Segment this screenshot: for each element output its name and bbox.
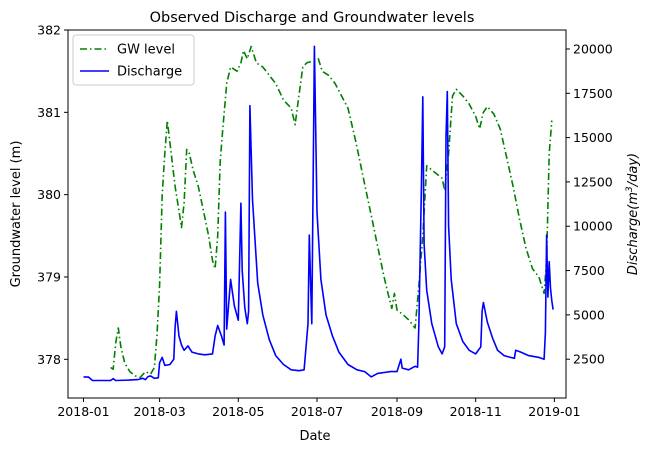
x-tick-label: 2018-11 [450,404,502,419]
x-tick-label: 2018-07 [291,404,343,419]
chart-title: Observed Discharge and Groundwater level… [150,10,475,26]
right-y-axis-label-prefix: Discharge(m [626,192,641,275]
x-tick-label: 2018-09 [371,404,423,419]
left-y-tick-label: 378 [37,352,61,367]
left-y-tick-label: 380 [37,187,61,202]
right-y-axis-label: Discharge(m3/day) [625,153,641,275]
x-axis-label: Date [299,429,330,444]
left-y-axis-ticks: 378 379 380 381 382 [37,23,68,367]
gw-level-line [110,45,553,379]
x-tick-label: 2018-05 [212,404,264,419]
x-axis-ticks: 2018-01 2018-03 2018-05 2018-07 2018-09 2018-… [57,398,581,419]
right-y-tick-label: 2500 [573,352,605,367]
right-y-tick-label: 17500 [573,86,613,101]
x-tick-label: 2018-01 [57,404,109,419]
series-lines [83,45,554,382]
legend-label-gw: GW level [117,43,175,58]
left-y-tick-label: 381 [37,105,61,120]
left-y-tick-label: 382 [37,23,61,38]
right-y-tick-label: 5000 [573,307,605,322]
legend-label-discharge: Discharge [117,65,182,80]
right-y-axis-label-sup: 3 [625,186,635,192]
left-y-tick-label: 379 [37,269,61,284]
discharge-line [83,45,554,382]
right-y-tick-label: 20000 [573,41,613,56]
legend-box [72,34,195,86]
right-y-axis-ticks: 2500 5000 7500 10000 12500 15000 17500 20000 [566,41,613,367]
right-y-axis-label-suffix: /day) [626,153,641,187]
x-tick-label: 2018-03 [133,404,185,419]
legend: GW level Discharge [72,34,195,86]
right-y-tick-label: 7500 [573,263,605,278]
right-y-tick-label: 10000 [573,219,613,234]
plot-frame [67,29,567,399]
left-y-axis-label: Groundwater level (m) [9,141,24,288]
right-y-tick-label: 12500 [573,174,613,189]
right-y-tick-label: 15000 [573,130,613,145]
x-tick-label: 2019-01 [528,404,580,419]
